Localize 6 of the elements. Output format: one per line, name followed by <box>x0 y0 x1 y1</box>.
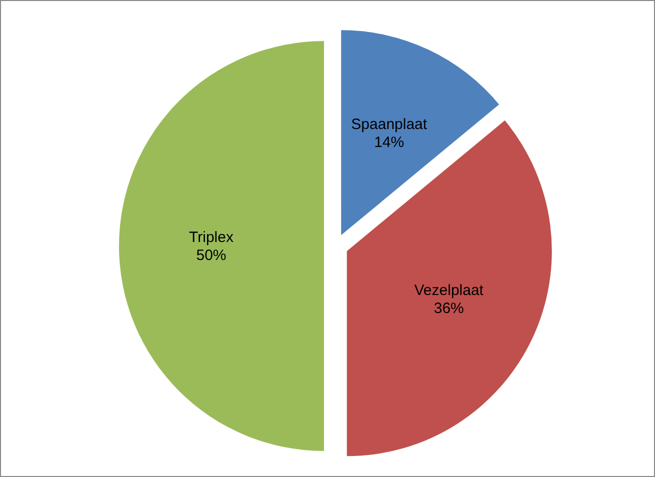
slice-label: Triplex <box>189 229 234 246</box>
data-label: 50% <box>196 247 226 264</box>
slice-label: Vezelplaat <box>414 282 484 300</box>
data-label: 14% <box>374 134 404 152</box>
data-label: 36% <box>434 300 464 318</box>
slice-label: Spaanplaat <box>351 116 428 134</box>
